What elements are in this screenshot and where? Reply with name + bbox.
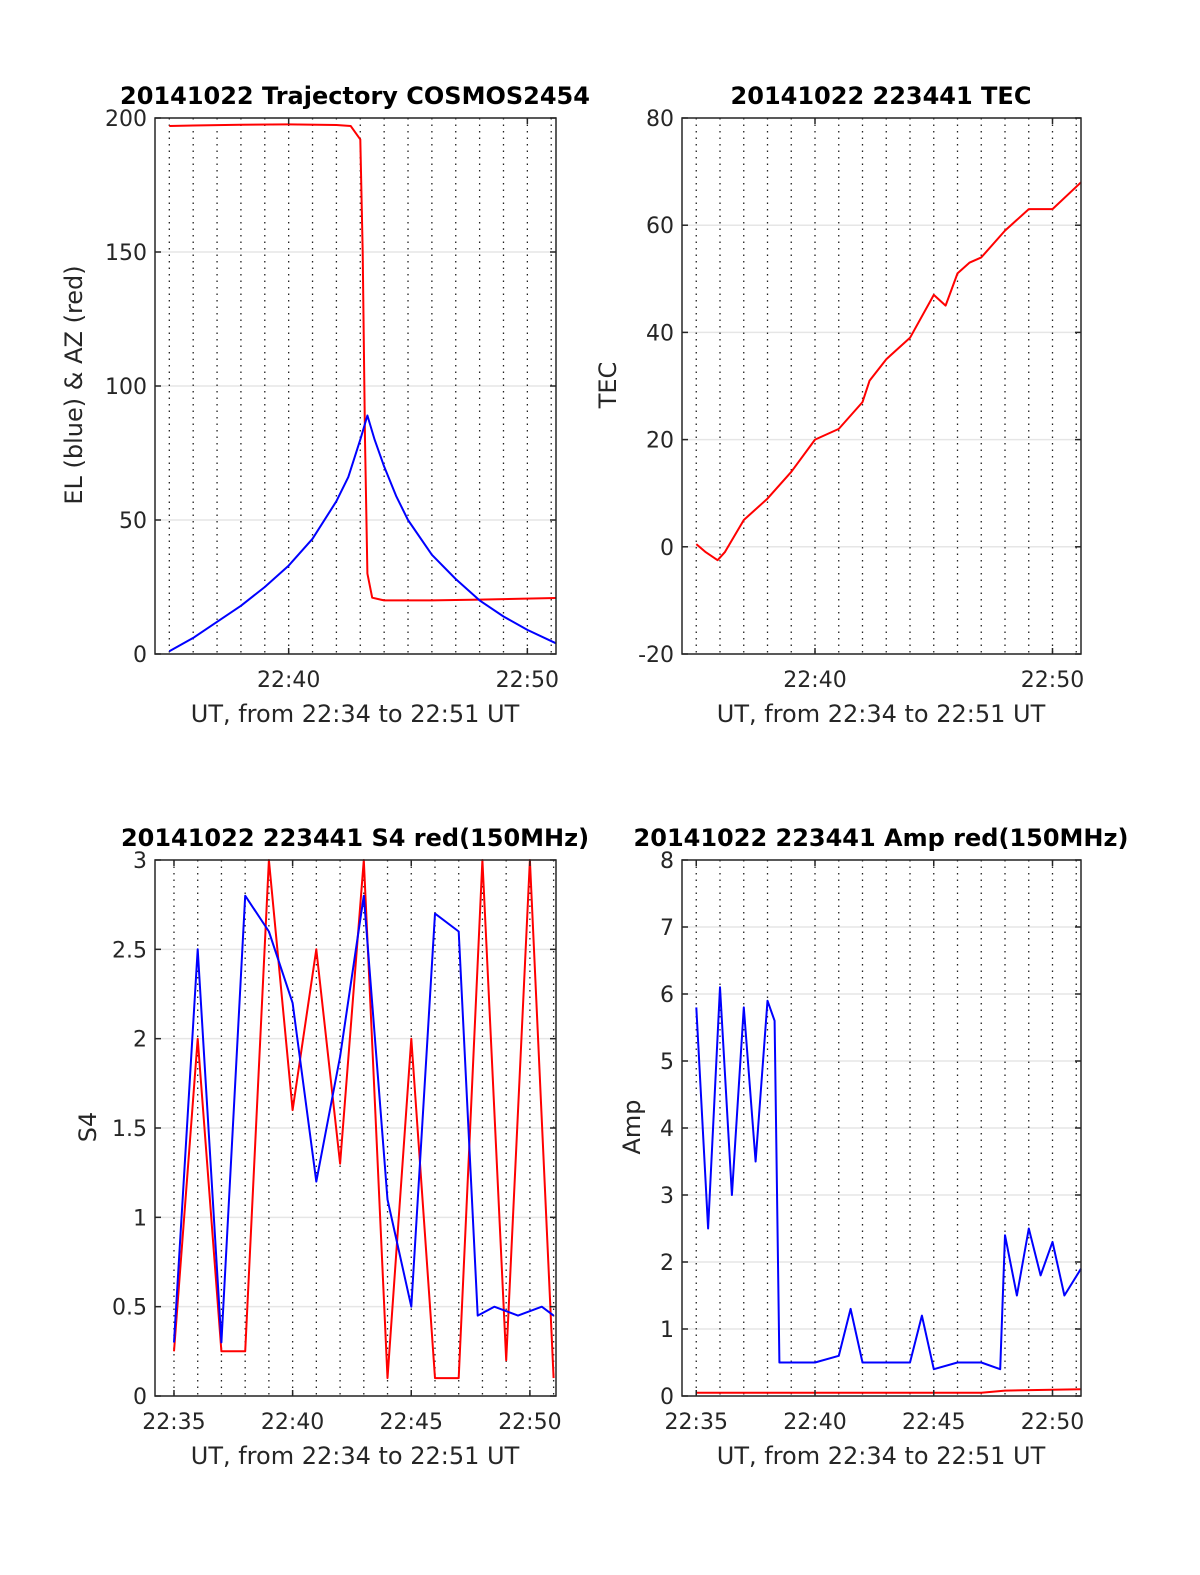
- panel-amp: 20141022 223441 Amp red(150MHz) Amp UT, …: [618, 824, 1128, 1470]
- amp-y-tick-label: 8: [660, 849, 674, 874]
- amp-x-tick-label: 22:50: [1021, 1410, 1084, 1435]
- s4-y-tick-label: 3: [133, 849, 147, 874]
- tec-y-tick-label: 0: [660, 536, 674, 561]
- s4-title: 20141022 223441 S4 red(150MHz): [121, 824, 589, 852]
- tec-y-tick-label: 40: [646, 321, 674, 346]
- tec-title: 20141022 223441 TEC: [731, 82, 1032, 110]
- traj-y-tick-label: 200: [105, 107, 147, 132]
- s4-x-tick-label: 22:35: [142, 1410, 205, 1435]
- traj-y-tick-label: 50: [119, 509, 147, 534]
- amp-y-tick-label: 2: [660, 1251, 674, 1276]
- s4-plot-area: 0 0.5 1 1.5 2 2.5 3 22:35 22:40 22:45 22:50: [112, 849, 562, 1435]
- s4-y-tick-label: 1.5: [112, 1117, 147, 1142]
- traj-y-tick-label: 0: [133, 643, 147, 668]
- trajectory-x-label: UT, from 22:34 to 22:51 UT: [191, 700, 520, 728]
- traj-x-tick-label: 22:40: [257, 668, 320, 693]
- tec-y-tick-label: 60: [646, 214, 674, 239]
- amp-y-tick-label: 7: [660, 916, 674, 941]
- traj-y-tick-label: 150: [105, 241, 147, 266]
- traj-x-tick-label: 22:50: [496, 668, 559, 693]
- s4-y-tick-label: 1: [133, 1206, 147, 1231]
- amp-x-tick-label: 22:40: [783, 1410, 846, 1435]
- amp-title: 20141022 223441 Amp red(150MHz): [634, 824, 1129, 852]
- tec-x-label: UT, from 22:34 to 22:51 UT: [717, 700, 1046, 728]
- tec-y-label: TEC: [594, 362, 622, 410]
- tec-y-tick-label: -20: [638, 643, 674, 668]
- tec-plot-background: [682, 118, 1081, 654]
- s4-x-tick-label: 22:40: [261, 1410, 324, 1435]
- s4-series-blue-line: [173, 894, 555, 1344]
- amp-y-tick-label: 3: [660, 1184, 674, 1209]
- traj-plot-area: 0 50 100 150 200 22:40 22:50: [105, 107, 559, 693]
- amp-y-tick-label: 4: [660, 1117, 674, 1142]
- amp-plot-area: 0 1 2 3 4 5 6 7 8 22:35 22:40 22:45 22:50: [660, 849, 1084, 1435]
- s4-y-label: S4: [74, 1112, 102, 1143]
- tec-y-tick-label: 20: [646, 429, 674, 454]
- s4-y-tick-label: 0: [133, 1385, 147, 1410]
- tec-series-tec-line: [695, 181, 1082, 562]
- s4-x-tick-label: 22:50: [498, 1410, 561, 1435]
- amp-y-tick-label: 0: [660, 1385, 674, 1410]
- amp-series-red-line: [696, 1388, 1082, 1394]
- traj-series-az-line: [169, 123, 557, 602]
- tec-x-tick-label: 22:50: [1021, 668, 1084, 693]
- amp-y-tick-label: 5: [660, 1050, 674, 1075]
- tec-axes-frame: [681, 117, 1082, 655]
- tec-x-tick-label: 22:40: [783, 668, 846, 693]
- trajectory-y-label: EL (blue) & AZ (red): [60, 265, 88, 504]
- amp-y-tick-label: 6: [660, 983, 674, 1008]
- s4-y-tick-label: 2: [133, 1028, 147, 1053]
- amp-x-tick-label: 22:35: [665, 1410, 728, 1435]
- s4-x-label: UT, from 22:34 to 22:51 UT: [191, 1442, 520, 1470]
- amp-x-label: UT, from 22:34 to 22:51 UT: [717, 1442, 1046, 1470]
- traj-series-el-line: [168, 414, 557, 653]
- panel-trajectory: 20141022 Trajectory COSMOS2454 EL (blue)…: [60, 82, 590, 728]
- tec-y-tick-label: 80: [646, 107, 674, 132]
- tec-plot-area: -20 0 20 40 60 80 22:40 22:50: [638, 107, 1084, 693]
- s4-x-tick-label: 22:45: [380, 1410, 443, 1435]
- amp-x-tick-label: 22:45: [902, 1410, 965, 1435]
- amp-series-blue-line: [695, 986, 1082, 1371]
- amp-y-tick-label: 1: [660, 1318, 674, 1343]
- panel-s4: 20141022 223441 S4 red(150MHz) S4 UT, fr…: [74, 824, 589, 1470]
- traj-y-tick-label: 100: [105, 375, 147, 400]
- trajectory-title: 20141022 Trajectory COSMOS2454: [120, 82, 590, 110]
- s4-y-tick-label: 2.5: [112, 938, 147, 963]
- panel-tec: 20141022 223441 TEC TEC UT, from 22:34 t…: [594, 82, 1084, 728]
- s4-y-tick-label: 0.5: [112, 1296, 147, 1321]
- amp-y-label: Amp: [618, 1099, 646, 1154]
